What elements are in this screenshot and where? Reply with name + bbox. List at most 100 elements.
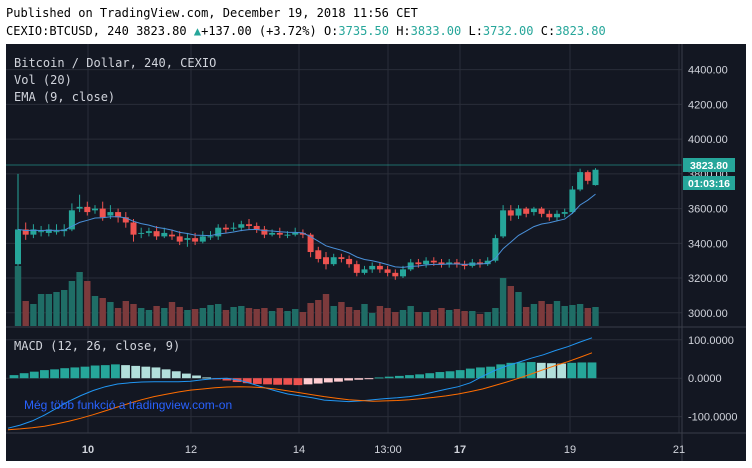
volume-bar: [399, 310, 407, 326]
volume-bar: [499, 278, 507, 326]
time-tick-label: 13:00: [374, 444, 402, 456]
volume-bar: [138, 308, 145, 326]
volume-bar: [476, 314, 484, 326]
volume-bar: [369, 313, 376, 326]
volume-bar: [584, 308, 591, 326]
macd-histogram-bar: [384, 376, 394, 379]
tradingview-link[interactable]: Még több funkció a tradingview.com-on: [24, 398, 232, 412]
volume-bar: [145, 310, 153, 326]
high-value: 3833.00: [410, 24, 462, 38]
candle-body: [192, 238, 199, 242]
candle-body: [22, 229, 29, 235]
volume-bar: [353, 310, 360, 326]
price-tick-label: 3400.00: [688, 238, 728, 250]
volume-bar: [430, 310, 437, 326]
volume-bar: [492, 308, 499, 326]
candle-body: [461, 264, 468, 266]
macd-histogram-bar: [60, 368, 70, 379]
macd-histogram-bar: [151, 367, 161, 379]
time-badge: 01:03:16: [688, 178, 730, 190]
candle-body: [292, 232, 299, 235]
volume-bar: [99, 298, 106, 326]
volume-bar: [338, 302, 345, 326]
volume-bar: [199, 308, 206, 326]
up-arrow-icon: ▲: [193, 24, 202, 38]
candle-body: [430, 260, 437, 263]
candle-body: [38, 231, 45, 233]
candles: [15, 168, 599, 280]
volume-bar: [592, 307, 599, 326]
volume-bar: [292, 309, 299, 326]
candle-body: [30, 229, 37, 235]
macd-histogram-bar: [9, 375, 19, 379]
macd-histogram-bar: [577, 362, 587, 379]
open-label: O:: [323, 24, 339, 38]
candle-body: [115, 212, 122, 218]
candle-body: [199, 236, 206, 242]
volume-bar: [461, 311, 468, 326]
volume-legend: Vol (20): [14, 73, 72, 87]
candle-body: [15, 229, 21, 265]
volume-bar: [245, 308, 253, 326]
macd-histogram-bar: [19, 373, 29, 379]
symbol-name: CEXIO:BTCUSD, 240: [6, 24, 129, 38]
volume-bar: [561, 306, 568, 326]
volume-bar: [253, 309, 260, 326]
candle-body: [338, 257, 345, 259]
time-tick-label: 17: [454, 444, 466, 456]
macd-histogram-bar: [273, 378, 283, 385]
macd-histogram-bar: [40, 370, 49, 379]
volume-bar: [345, 307, 353, 326]
volume-bar: [415, 312, 422, 326]
volume-bar: [330, 306, 337, 326]
macd-histogram-bar: [425, 373, 435, 379]
volume-bar: [361, 304, 368, 326]
candle-body: [561, 212, 568, 214]
macd-histogram-bar: [222, 378, 232, 381]
volume-bar: [407, 306, 414, 326]
candle-body: [330, 257, 337, 265]
candle-body: [361, 269, 368, 273]
candle-body: [392, 272, 399, 277]
candle-body: [500, 210, 507, 237]
candle-body: [369, 265, 376, 270]
volume-bar: [37, 294, 45, 326]
macd-histogram-bar: [29, 371, 39, 379]
volume-bar: [168, 302, 176, 326]
macd-line: [7, 337, 593, 429]
macd-histogram-bar: [263, 378, 272, 385]
high-label: H:: [396, 24, 411, 38]
macd-histogram-bar: [252, 378, 262, 384]
candle-body: [492, 238, 499, 261]
time-tick-label: 14: [293, 444, 305, 456]
candle-body: [215, 227, 222, 237]
macd-histogram-bar: [526, 362, 536, 379]
macd-histogram-bar: [435, 372, 445, 379]
candle-body: [53, 231, 60, 233]
macd-histogram-bar: [516, 362, 526, 379]
candle-body: [546, 213, 553, 218]
volume-bar: [307, 303, 314, 326]
chart-title: Bitcoin / Dollar, 240, CEXIO: [14, 56, 216, 70]
candle-body: [84, 206, 91, 213]
candle-body: [161, 232, 168, 237]
volume-bar: [91, 296, 99, 326]
candle-body: [92, 208, 98, 211]
last-price: 3823.80: [136, 24, 187, 38]
macd-histogram-bar: [506, 362, 516, 379]
volume-bar: [446, 310, 453, 326]
macd-histogram-bar: [100, 365, 110, 379]
candle-body: [145, 231, 152, 233]
time-tick-label: 12: [185, 444, 197, 456]
volume-bar: [276, 308, 283, 326]
candle-body: [138, 232, 145, 234]
volume-bar: [161, 308, 168, 326]
macd-histogram-bar: [405, 375, 414, 379]
macd-histogram-bar: [344, 378, 354, 381]
candle-body: [261, 229, 268, 235]
volume-bar: [53, 292, 60, 326]
macd-histogram-bar: [161, 369, 171, 379]
volume-bar: [530, 304, 538, 326]
close-label: C:: [540, 24, 556, 38]
